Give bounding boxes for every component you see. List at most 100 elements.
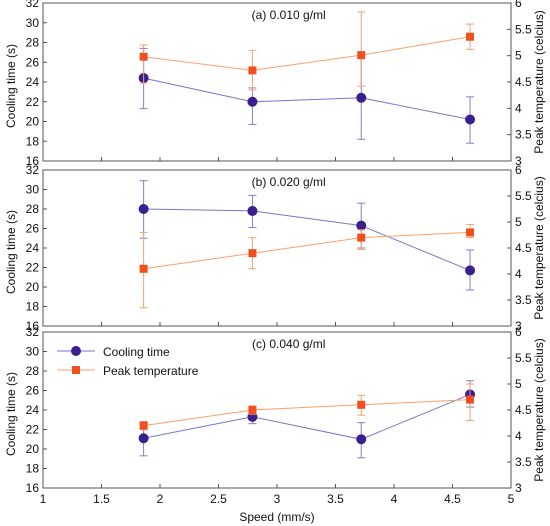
y-tick-label: 32 bbox=[26, 163, 40, 177]
x-tick-label: 2 bbox=[157, 492, 164, 506]
y-tick-label: 26 bbox=[26, 384, 40, 398]
y-tick-label: 20 bbox=[26, 442, 40, 456]
legend-marker-square bbox=[72, 366, 80, 374]
legend: Cooling time Peak temperature bbox=[57, 345, 199, 378]
cooling-time-marker bbox=[356, 220, 367, 231]
plot-frame bbox=[42, 169, 512, 327]
peak-temperature-marker bbox=[357, 51, 366, 60]
y2-tick-label: 6 bbox=[515, 0, 522, 10]
panel-title: (b) 0.020 g/ml bbox=[252, 175, 326, 189]
peak-temperature-line bbox=[143, 231, 471, 270]
y2-tick-label: 5.5 bbox=[515, 189, 532, 203]
x-tick-label: 1 bbox=[40, 492, 47, 506]
y-tick-label: 16 bbox=[26, 481, 40, 495]
panel-title: (a) 0.010 g/ml bbox=[252, 8, 326, 22]
y-tick-label: 28 bbox=[26, 202, 40, 216]
y-tick-label: 24 bbox=[26, 241, 40, 255]
peak-temperature-marker bbox=[357, 400, 366, 409]
cooling-time-marker bbox=[138, 433, 149, 444]
peak-temperature-marker bbox=[466, 395, 475, 404]
peak-temperature-marker bbox=[139, 52, 148, 61]
cooling-time-line bbox=[143, 208, 471, 271]
y2-tick-label: 5.5 bbox=[515, 351, 532, 365]
panel-title: (c) 0.040 g/ml bbox=[252, 337, 325, 351]
plot-frame bbox=[42, 2, 512, 162]
x-axis-label: Speed (mm/s) bbox=[239, 510, 314, 524]
y-tick-label: 30 bbox=[26, 183, 40, 197]
y-tick-label: 18 bbox=[26, 300, 40, 314]
y2-tick-label: 4 bbox=[515, 267, 522, 281]
panel-c: (c) 0.040 g/ml Cooling time Peak tempera… bbox=[4, 325, 546, 524]
x-tick-label: 4 bbox=[391, 492, 398, 506]
x-tick-label: 4.5 bbox=[444, 492, 461, 506]
y-axis-label: Cooling time (s) bbox=[4, 44, 18, 128]
y2-tick-label: 4 bbox=[515, 429, 522, 443]
panel-a: (a) 0.010 g/ml 16 18 20 22 24 26 28 30 32 3 3.5 4 4.… bbox=[4, 0, 546, 168]
y2-tick-label: 3.5 bbox=[515, 455, 532, 469]
y-axis-label: Cooling time (s) bbox=[4, 372, 18, 456]
legend-label-cooling-time: Cooling time bbox=[103, 345, 170, 359]
peak-temperature-marker bbox=[139, 264, 148, 273]
y-tick-label: 20 bbox=[26, 280, 40, 294]
y-tick-label: 28 bbox=[26, 36, 40, 50]
y2-tick-label: 5 bbox=[515, 377, 522, 391]
y-tick-label: 28 bbox=[26, 364, 40, 378]
y-tick-label: 24 bbox=[26, 75, 40, 89]
y2-tick-label: 4.5 bbox=[515, 75, 532, 89]
cooling-time-marker bbox=[356, 92, 367, 103]
cooling-time-line bbox=[143, 393, 471, 440]
y-tick-label: 30 bbox=[26, 16, 40, 30]
y2-tick-label: 3.5 bbox=[515, 293, 532, 307]
legend-label-peak-temperature: Peak temperature bbox=[103, 364, 199, 378]
y-tick-label: 32 bbox=[26, 325, 40, 339]
cooling-time-line bbox=[143, 77, 471, 120]
peak-temperature-line bbox=[143, 399, 471, 427]
y-tick-label: 26 bbox=[26, 222, 40, 236]
y2-axis-label: Peak temperature (celcius) bbox=[532, 338, 546, 481]
x-tick-label: 3.5 bbox=[327, 492, 344, 506]
y-tick-label: 18 bbox=[26, 134, 40, 148]
x-tick-label: 1.5 bbox=[93, 492, 110, 506]
y-tick-label: 22 bbox=[26, 95, 40, 109]
cooling-time-marker bbox=[247, 96, 258, 107]
y2-axis-label: Peak temperature (celcius) bbox=[532, 10, 546, 153]
peak-temperature-marker bbox=[248, 406, 257, 414]
peak-temperature-line bbox=[143, 36, 471, 71]
y-tick-label: 18 bbox=[26, 462, 40, 476]
y2-axis-label: Peak temperature (celcius) bbox=[532, 176, 546, 319]
y-tick-label: 32 bbox=[26, 0, 40, 10]
y2-tick-label: 3 bbox=[515, 154, 522, 168]
x-tick-label: 5 bbox=[508, 492, 515, 506]
y2-tick-label: 3 bbox=[515, 481, 522, 495]
y2-tick-label: 6 bbox=[515, 325, 522, 339]
y2-tick-label: 4.5 bbox=[515, 241, 532, 255]
peak-temperature-marker bbox=[248, 249, 257, 258]
y-tick-label: 16 bbox=[26, 154, 40, 168]
y-tick-label: 16 bbox=[26, 319, 40, 333]
cooling-time-marker bbox=[356, 434, 367, 445]
peak-temperature-marker bbox=[357, 233, 366, 242]
y2-tick-label: 5 bbox=[515, 49, 522, 63]
x-tick-label: 2.5 bbox=[210, 492, 227, 506]
y-axis-label: Cooling time (s) bbox=[4, 210, 18, 294]
y2-tick-label: 4.5 bbox=[515, 403, 532, 417]
cooling-time-marker bbox=[138, 204, 149, 214]
y2-tick-label: 3 bbox=[515, 319, 522, 333]
peak-temperature-marker bbox=[248, 66, 257, 75]
y2-tick-label: 5 bbox=[515, 215, 522, 229]
panel-b: (b) 0.020 g/ml 16 18 20 22 24 26 28 30 32 3 3.5 4 4.… bbox=[4, 163, 546, 333]
peak-temperature-marker bbox=[139, 421, 148, 430]
y-tick-label: 22 bbox=[26, 261, 40, 275]
cooling-time-marker bbox=[465, 265, 476, 276]
y2-tick-label: 4 bbox=[515, 101, 522, 115]
y-tick-label: 20 bbox=[26, 115, 40, 129]
cooling-time-marker bbox=[465, 114, 476, 125]
y2-tick-label: 5.5 bbox=[515, 22, 532, 36]
peak-temperature-marker bbox=[466, 228, 475, 237]
x-tick-label: 3 bbox=[274, 492, 281, 506]
y-tick-label: 26 bbox=[26, 55, 40, 69]
y-tick-label: 24 bbox=[26, 403, 40, 417]
y2-tick-label: 6 bbox=[515, 163, 522, 177]
y-tick-label: 30 bbox=[26, 345, 40, 359]
